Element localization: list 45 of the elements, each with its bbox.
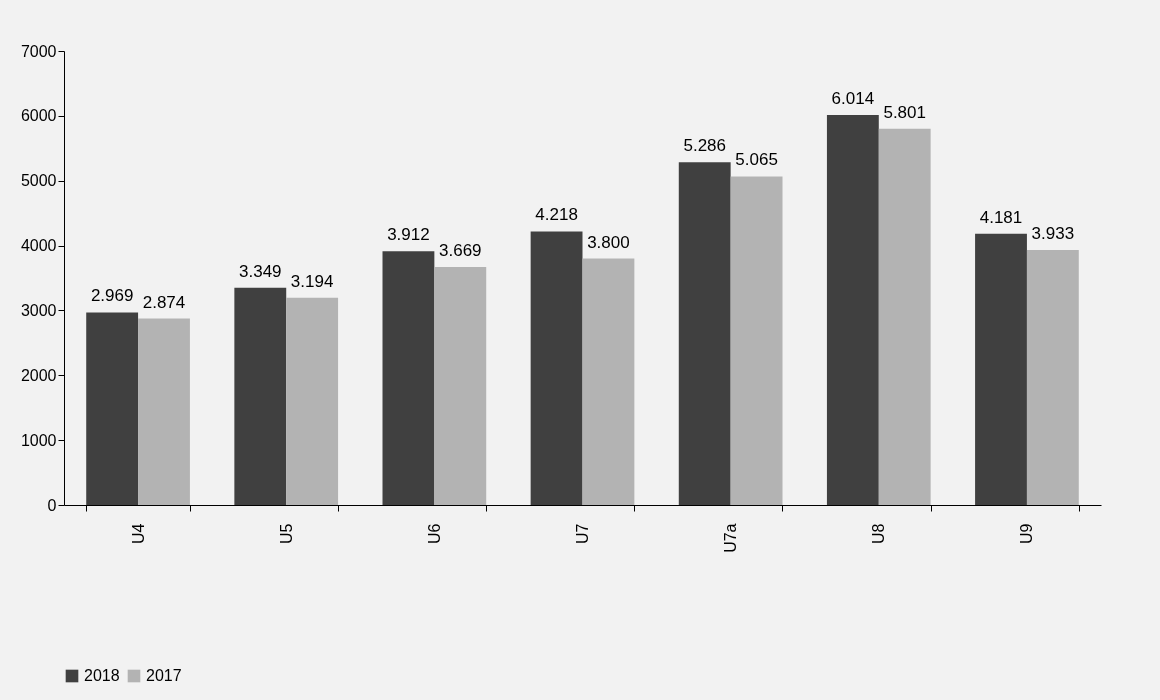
- y-tick-label: 3000: [20, 301, 57, 319]
- data-label: 3.912: [387, 225, 430, 245]
- data-label: 2.874: [142, 292, 186, 312]
- y-tick-label: 4000: [20, 237, 57, 255]
- y-tick-label: 0: [47, 496, 57, 514]
- x-tick-label: U9: [1018, 523, 1036, 544]
- bar: [678, 162, 731, 505]
- data-label: 3.349: [239, 261, 282, 281]
- data-label: 4.218: [535, 205, 578, 225]
- bar: [138, 318, 190, 505]
- data-label: 2.969: [90, 286, 134, 306]
- bar: [382, 251, 435, 505]
- bar: [975, 233, 1027, 505]
- data-label: 5.801: [883, 102, 926, 122]
- x-tick-label: U8: [870, 523, 888, 544]
- bar: [530, 231, 583, 505]
- x-tick-label: U4: [129, 523, 147, 544]
- data-label: 4.181: [979, 207, 1023, 227]
- data-label: 5.065: [735, 150, 778, 170]
- y-tick-label: 6000: [20, 107, 57, 125]
- x-tick-label: U7: [574, 523, 591, 544]
- data-label: 3.194: [290, 271, 334, 291]
- bar: [582, 258, 635, 505]
- legend-label: 2018: [84, 667, 120, 684]
- bar: [234, 287, 287, 505]
- x-tick-label: U6: [425, 523, 443, 544]
- bar: [878, 128, 931, 505]
- bar: [1026, 249, 1079, 505]
- y-tick-label: 2000: [20, 366, 57, 384]
- bar: [286, 297, 339, 505]
- y-tick-label: 7000: [20, 42, 57, 60]
- data-label: 3.669: [439, 241, 482, 261]
- bar: [730, 176, 783, 505]
- bar: [86, 312, 139, 505]
- y-tick-label: 1000: [20, 431, 57, 449]
- y-tick-label: 5000: [20, 172, 57, 190]
- x-tick-label: U7a: [722, 523, 740, 553]
- bar: [434, 267, 487, 505]
- data-label: 5.286: [683, 136, 726, 156]
- x-tick-label: U5: [277, 523, 295, 544]
- data-label: 6.014: [831, 88, 875, 108]
- data-label: 3.933: [1031, 223, 1075, 243]
- legend-label: 2017: [146, 667, 182, 684]
- data-label: 3.800: [587, 232, 630, 252]
- bar: [826, 114, 879, 505]
